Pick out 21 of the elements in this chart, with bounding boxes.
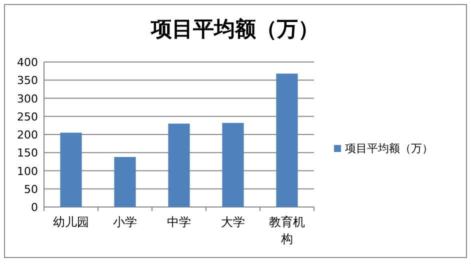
x-tick-label: 幼儿园 [53,215,89,229]
y-tick-label: 400 [17,56,38,69]
bar [168,124,190,207]
y-tick-label: 50 [24,182,38,196]
y-tick-label: 200 [17,128,38,142]
y-tick-label: 350 [17,74,38,88]
x-tick-label: 教育机构 [269,215,305,246]
legend-label: 项目平均额（万） [345,142,433,155]
y-tick-label: 150 [17,146,38,160]
x-tick-label: 中学 [167,215,191,229]
y-tick-label: 100 [17,164,38,178]
bar [60,132,82,207]
y-tick-label: 0 [31,201,38,214]
bar [222,122,244,207]
x-tick-label: 小学 [113,215,137,229]
bar [276,74,298,207]
chart-title: 项目平均额（万） [150,17,319,41]
bar [114,156,136,207]
y-tick-label: 250 [17,110,38,124]
y-tick-label: 300 [17,92,38,106]
x-tick-label: 大学 [221,215,245,229]
